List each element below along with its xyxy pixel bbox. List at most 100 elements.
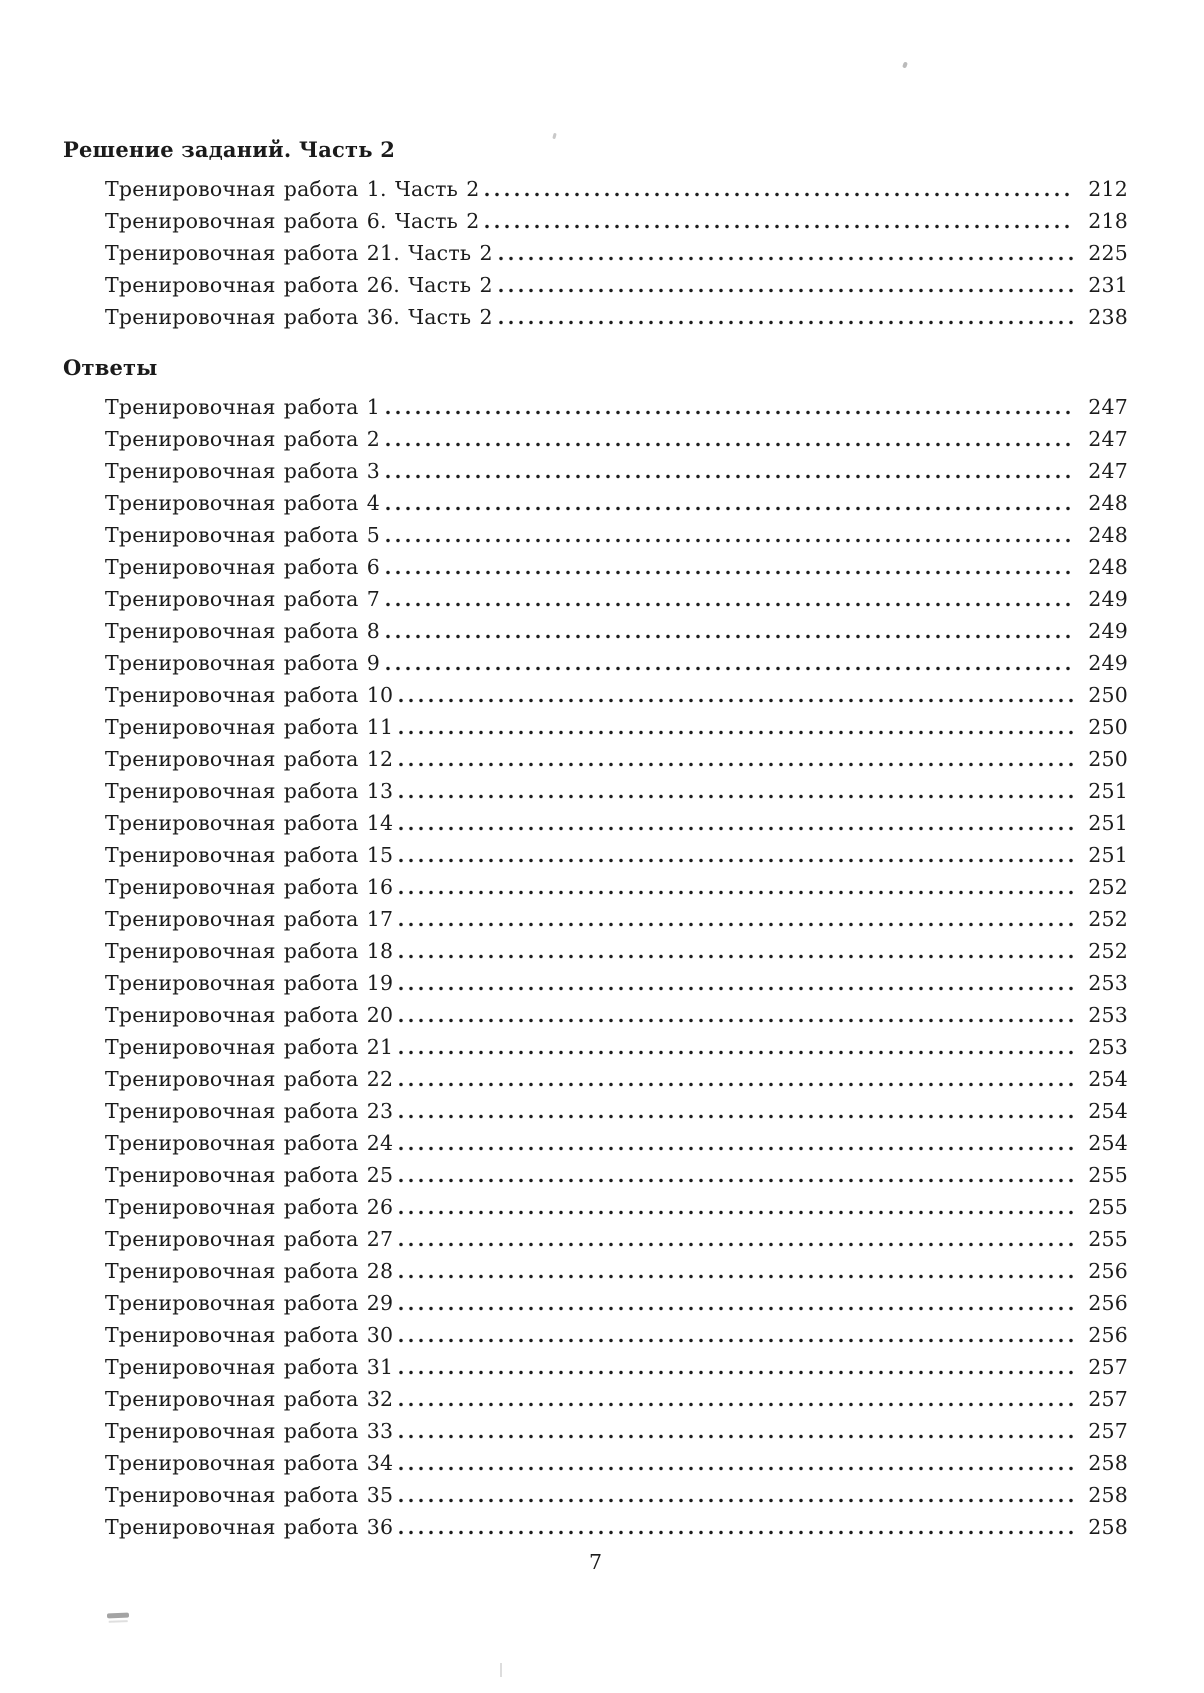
toc-entry-page: 253 — [1088, 1003, 1128, 1027]
toc-entry-label: Тренировочная работа 26 — [105, 1195, 394, 1219]
toc-entry-page: 248 — [1088, 491, 1128, 515]
toc-entry: Тренировочная работа 3 247 — [63, 455, 1128, 487]
scan-artifact — [106, 1612, 130, 1619]
toc-entry-label: Тренировочная работа 25 — [105, 1163, 394, 1187]
toc-entry-page: 248 — [1088, 555, 1128, 579]
toc-entry-label: Тренировочная работа 5 — [105, 523, 381, 547]
toc-entry-label: Тренировочная работа 12 — [105, 747, 394, 771]
toc-entry-label: Тренировочная работа 7 — [105, 587, 381, 611]
toc-entry: Тренировочная работа 31 257 — [63, 1351, 1128, 1383]
toc-entry-page: 225 — [1088, 241, 1128, 265]
toc-entry-label: Тренировочная работа 14 — [105, 811, 394, 835]
toc-entry-label: Тренировочная работа 19 — [105, 971, 394, 995]
toc-entry: Тренировочная работа 10 250 — [63, 679, 1128, 711]
toc-entry-page: 252 — [1088, 907, 1128, 931]
toc-entry-label: Тренировочная работа 10 — [105, 683, 394, 707]
toc-entry-page: 251 — [1088, 843, 1128, 867]
toc-entry-page: 250 — [1088, 715, 1128, 739]
toc-entry: Тренировочная работа 18 252 — [63, 935, 1128, 967]
toc-rows-solutions: Тренировочная работа 1. Часть 2 212 Трен… — [63, 173, 1128, 333]
toc-entry: Тренировочная работа 1. Часть 2 212 — [63, 173, 1128, 205]
toc-entry: Тренировочная работа 32 257 — [63, 1383, 1128, 1415]
toc-entry-page: 247 — [1088, 459, 1128, 483]
toc-entry: Тренировочная работа 20 253 — [63, 999, 1128, 1031]
toc-entry: Тренировочная работа 35 258 — [63, 1479, 1128, 1511]
section-heading-solutions: Решение заданий. Часть 2 — [63, 137, 396, 162]
toc-entry: Тренировочная работа 29 256 — [63, 1287, 1128, 1319]
toc-entry-page: 249 — [1088, 587, 1128, 611]
toc-entry-label: Тренировочная работа 33 — [105, 1419, 394, 1443]
toc-entry-label: Тренировочная работа 13 — [105, 779, 394, 803]
toc-entry-page: 249 — [1088, 619, 1128, 643]
toc-entry-page: 249 — [1088, 651, 1128, 675]
toc-entry-page: 255 — [1088, 1195, 1128, 1219]
toc-entry: Тренировочная работа 7 249 — [63, 583, 1128, 615]
toc-entry: Тренировочная работа 8 249 — [63, 615, 1128, 647]
toc-entry: Тренировочная работа 28 256 — [63, 1255, 1128, 1287]
toc-entry: Тренировочная работа 36 258 — [63, 1511, 1128, 1543]
toc-entry: Тренировочная работа 1 247 — [63, 391, 1128, 423]
toc-entry-page: 251 — [1088, 811, 1128, 835]
toc-entry: Тренировочная работа 24 254 — [63, 1127, 1128, 1159]
toc-entry: Тренировочная работа 25 255 — [63, 1159, 1128, 1191]
toc-entry-page: 255 — [1088, 1163, 1128, 1187]
toc-entry-label: Тренировочная работа 32 — [105, 1387, 394, 1411]
toc-entry-page: 250 — [1088, 683, 1128, 707]
toc-entry-page: 247 — [1088, 427, 1128, 451]
toc-entry-page: 251 — [1088, 779, 1128, 803]
toc-entry: Тренировочная работа 14 251 — [63, 807, 1128, 839]
toc-entry-label: Тренировочная работа 17 — [105, 907, 394, 931]
toc-entry: Тренировочная работа 13 251 — [63, 775, 1128, 807]
toc-entry: Тренировочная работа 15 251 — [63, 839, 1128, 871]
toc-entry: Тренировочная работа 6 248 — [63, 551, 1128, 583]
toc-entry-page: 248 — [1088, 523, 1128, 547]
toc-entry: Тренировочная работа 4 248 — [63, 487, 1128, 519]
toc-entry-page: 258 — [1088, 1451, 1128, 1475]
toc-entry: Тренировочная работа 23 254 — [63, 1095, 1128, 1127]
toc-entry: Тренировочная работа 6. Часть 2 218 — [63, 205, 1128, 237]
toc-entry-page: 257 — [1088, 1355, 1128, 1379]
toc-entry-page: 254 — [1088, 1131, 1128, 1155]
toc-entry: Тренировочная работа 36. Часть 2 238 — [63, 301, 1128, 333]
toc-entry-label: Тренировочная работа 2 — [105, 427, 381, 451]
toc-entry-label: Тренировочная работа 21. Часть 2 — [105, 241, 493, 265]
toc-entry-page: 212 — [1088, 177, 1128, 201]
toc-entry-label: Тренировочная работа 1 — [105, 395, 381, 419]
toc-entry: Тренировочная работа 21 253 — [63, 1031, 1128, 1063]
toc-entry-page: 255 — [1088, 1227, 1128, 1251]
toc-entry-page: 252 — [1088, 939, 1128, 963]
toc-entry-label: Тренировочная работа 26. Часть 2 — [105, 273, 493, 297]
toc-entry-label: Тренировочная работа 23 — [105, 1099, 394, 1123]
toc-entry-label: Тренировочная работа 34 — [105, 1451, 394, 1475]
toc-entry: Тренировочная работа 12 250 — [63, 743, 1128, 775]
toc-entry-page: 254 — [1088, 1067, 1128, 1091]
toc-entry-label: Тренировочная работа 3 — [105, 459, 381, 483]
scan-artifact — [902, 61, 908, 69]
toc-entry-label: Тренировочная работа 28 — [105, 1259, 394, 1283]
toc-entry: Тренировочная работа 34 258 — [63, 1447, 1128, 1479]
toc-entry-label: Тренировочная работа 6. Часть 2 — [105, 209, 480, 233]
page-number: 7 — [588, 1550, 603, 1574]
toc-entry-page: 238 — [1088, 305, 1128, 329]
toc-entry-page: 231 — [1088, 273, 1128, 297]
toc-entry-label: Тренировочная работа 30 — [105, 1323, 394, 1347]
toc-entry-label: Тренировочная работа 1. Часть 2 — [105, 177, 480, 201]
section-heading-answers: Ответы — [63, 355, 158, 380]
toc-entry: Тренировочная работа 26. Часть 2 231 — [63, 269, 1128, 301]
toc-entry-label: Тренировочная работа 18 — [105, 939, 394, 963]
toc-entry-page: 256 — [1088, 1259, 1128, 1283]
book-toc-page: Решение заданий. Часть 2 Тренировочная р… — [63, 136, 1128, 1543]
toc-entry: Тренировочная работа 17 252 — [63, 903, 1128, 935]
toc-entry: Тренировочная работа 30 256 — [63, 1319, 1128, 1351]
toc-entry-label: Тренировочная работа 31 — [105, 1355, 394, 1379]
toc-entry: Тренировочная работа 2 247 — [63, 423, 1128, 455]
scan-artifact — [500, 1663, 502, 1677]
toc-entry-page: 250 — [1088, 747, 1128, 771]
toc-entry: Тренировочная работа 16 252 — [63, 871, 1128, 903]
toc-entry-label: Тренировочная работа 24 — [105, 1131, 394, 1155]
section-solutions-part2: Решение заданий. Часть 2 Тренировочная р… — [63, 136, 1128, 333]
toc-entry-label: Тренировочная работа 36 — [105, 1515, 394, 1539]
toc-entry-page: 252 — [1088, 875, 1128, 899]
toc-entry-page: 257 — [1088, 1419, 1128, 1443]
toc-entry-label: Тренировочная работа 9 — [105, 651, 381, 675]
